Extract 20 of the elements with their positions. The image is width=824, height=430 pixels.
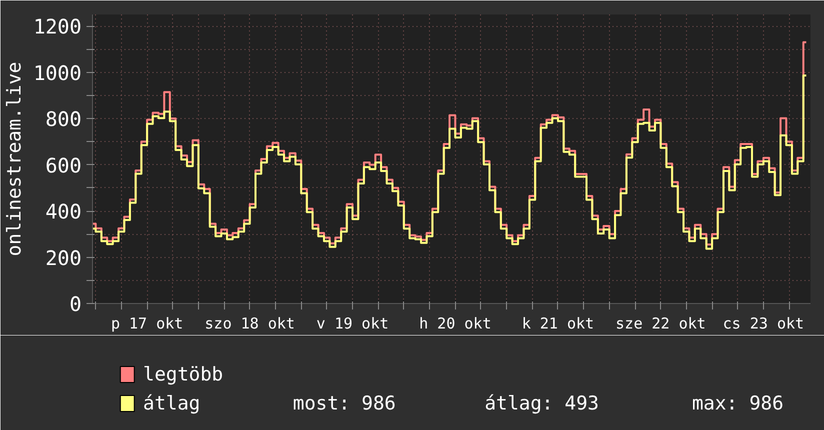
x-tick-label: p 17 okt: [110, 314, 184, 332]
y-tick-label: 400: [45, 200, 82, 224]
x-tick-label: cs 23 okt: [722, 314, 804, 332]
y-axis-title: onlinestream.live: [3, 62, 26, 256]
text: most: 986: [292, 392, 396, 414]
text: átlag: 493: [484, 392, 599, 414]
text: max: 986: [692, 392, 784, 414]
x-tick-label: h 20 okt: [419, 314, 492, 332]
legend-label: átlag: [143, 392, 200, 414]
x-tick-label: szo 18 okt: [204, 314, 295, 332]
y-tick-label: 600: [45, 153, 82, 178]
y-tick-label: 0: [69, 292, 82, 316]
y-tick-label: 200: [45, 246, 82, 270]
y-tick-label: 800: [45, 107, 82, 132]
x-tick-label: v 19 okt: [316, 314, 389, 332]
x-tick-label: sze 22 okt: [616, 314, 706, 332]
legend-label: legtöbb: [143, 364, 224, 386]
y-tick-label: 1200: [33, 14, 82, 39]
x-tick-label: k 21 okt: [522, 314, 594, 332]
y-tick-label: 1000: [33, 60, 82, 85]
